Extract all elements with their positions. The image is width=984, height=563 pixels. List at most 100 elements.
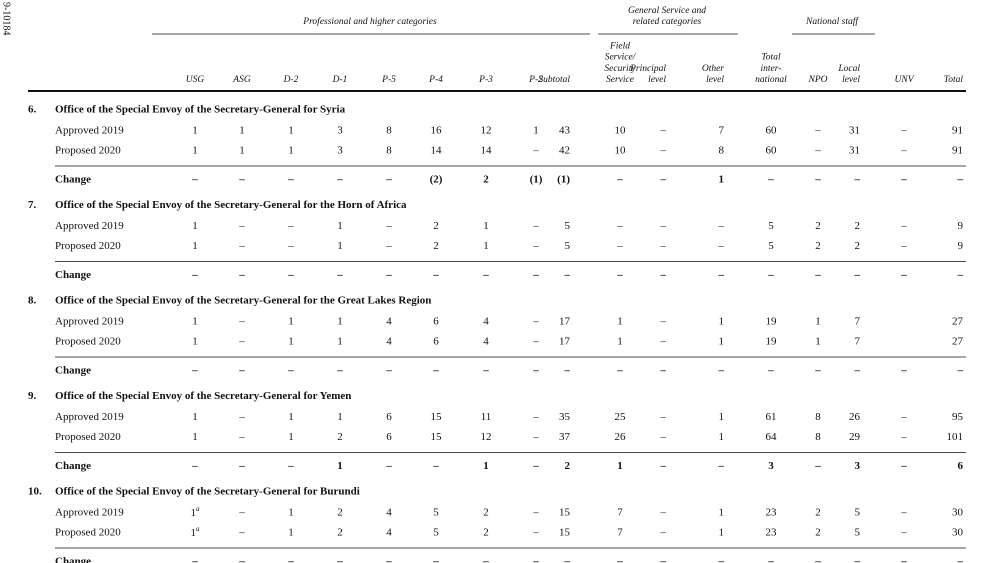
cell: 8: [386, 145, 392, 157]
column-header: level: [842, 75, 860, 85]
cell: –: [238, 365, 245, 377]
cell: –: [432, 269, 439, 281]
cell: –: [385, 460, 392, 472]
cell: –: [238, 460, 245, 472]
cell: 1: [617, 316, 623, 328]
cell: 2: [337, 527, 343, 539]
cell: –: [660, 556, 667, 563]
cell: 1: [192, 145, 198, 157]
cell: 2: [855, 240, 861, 252]
cell: 15: [559, 527, 571, 539]
cell: 30: [952, 527, 964, 539]
section-title: Office of the Special Envoy of the Secre…: [55, 104, 346, 116]
cell: 15: [559, 507, 571, 519]
cell: –: [616, 269, 623, 281]
cell: –: [287, 269, 294, 281]
cell: –: [432, 460, 439, 472]
cell: 23: [766, 527, 778, 539]
cell: –: [900, 365, 907, 377]
cell: –: [814, 460, 821, 472]
cell: 2: [483, 507, 489, 519]
cell: 101: [947, 431, 964, 443]
cell: 1: [719, 316, 725, 328]
cell: 1: [192, 220, 198, 232]
cell: –: [767, 269, 774, 281]
cell: 6: [958, 460, 964, 472]
cell: 23: [766, 507, 778, 519]
cell-value: 1: [191, 527, 197, 539]
cell: –: [385, 220, 392, 232]
cell: 2: [815, 527, 821, 539]
cell: –: [564, 556, 571, 563]
row-label: Proposed 2020: [55, 336, 121, 348]
cell: 6: [386, 411, 392, 423]
cell: –: [900, 240, 907, 252]
cell: –: [336, 556, 343, 563]
cell: 2: [433, 240, 439, 252]
cell: 1: [483, 460, 489, 472]
cell: 5: [565, 220, 571, 232]
cell: –: [336, 365, 343, 377]
cell: –: [718, 240, 725, 252]
cell: –: [854, 269, 861, 281]
cell: 19: [766, 336, 778, 348]
column-header: Total: [944, 75, 964, 85]
cell: –: [287, 460, 294, 472]
cell: –: [238, 269, 245, 281]
cell: –: [660, 220, 667, 232]
cell: 3: [337, 145, 343, 157]
cell: 95: [952, 411, 964, 423]
cell: 5: [768, 220, 774, 232]
cell: –: [660, 507, 667, 519]
cell: –: [287, 220, 294, 232]
cell: 60: [766, 125, 778, 137]
cell: 7: [719, 125, 725, 137]
cell: –: [660, 240, 667, 252]
cell: 4: [386, 527, 392, 539]
cell: 1: [239, 125, 245, 137]
cell: 4: [386, 336, 392, 348]
cell: 37: [559, 431, 571, 443]
cell: 43: [559, 125, 571, 137]
cell: 6: [433, 336, 439, 348]
cell: 1: [192, 240, 198, 252]
group-header: National staff: [805, 16, 859, 27]
cell: 1: [288, 411, 294, 423]
cell: 16: [431, 125, 443, 137]
cell: 25: [615, 411, 627, 423]
cell: –: [718, 220, 725, 232]
cell: 1: [239, 145, 245, 157]
cell: 4: [386, 507, 392, 519]
row-label: Approved 2019: [55, 125, 124, 137]
cell: –: [900, 527, 907, 539]
cell: –: [432, 556, 439, 563]
cell: 2: [483, 527, 489, 539]
cell: –: [957, 365, 964, 377]
column-header: P-3: [478, 75, 493, 85]
cell: 1: [815, 316, 821, 328]
cell: 1: [533, 125, 539, 137]
cell: –: [238, 174, 245, 186]
cell: 60: [766, 145, 778, 157]
cell: 61: [766, 411, 777, 423]
cell: –: [718, 269, 725, 281]
cell: 2: [483, 174, 489, 186]
row-label: Change: [55, 269, 91, 281]
cell: 4: [483, 316, 489, 328]
cell-value: 1: [191, 507, 197, 519]
cell: –: [660, 125, 667, 137]
cell: 1: [192, 431, 198, 443]
cell: 12: [481, 431, 492, 443]
cell: –: [385, 174, 392, 186]
column-header: P-5: [381, 75, 396, 85]
cell: 11: [481, 411, 492, 423]
cell: 35: [559, 411, 571, 423]
cell: –: [564, 269, 571, 281]
cell: –: [767, 365, 774, 377]
cell: 5: [433, 507, 439, 519]
cell: 2: [815, 240, 821, 252]
cell: –: [660, 145, 667, 157]
column-header: national: [755, 75, 787, 85]
cell: 1a: [191, 505, 201, 519]
cell: 3: [855, 460, 861, 472]
